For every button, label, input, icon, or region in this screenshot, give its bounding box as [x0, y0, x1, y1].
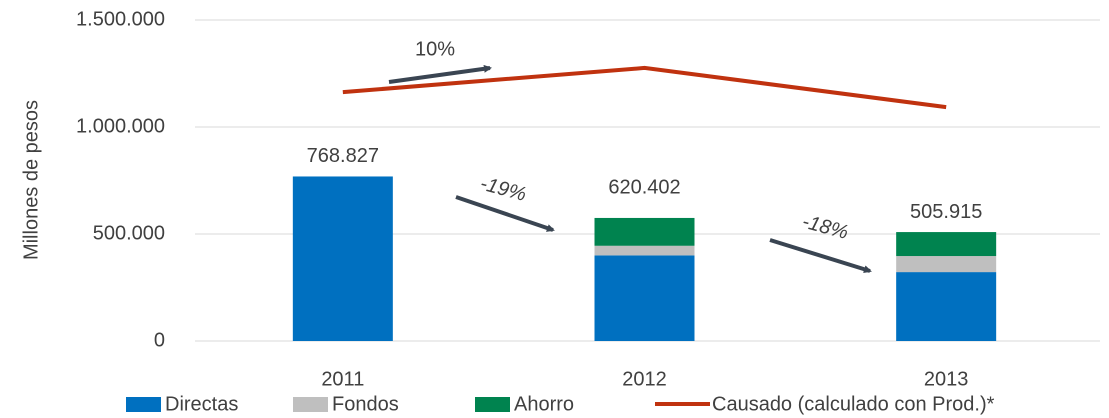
y-tick-label: 1.000.000	[76, 115, 165, 137]
legend-label: Directas	[165, 393, 238, 415]
bar-segment	[896, 272, 997, 341]
bar-segment	[594, 255, 695, 341]
bar-segment	[594, 245, 695, 256]
x-tick-label: 2012	[622, 368, 667, 390]
legend-label: Causado (calculado con Prod.)*	[712, 393, 995, 415]
arrow	[455, 195, 555, 232]
y-tick-label: 1.500.000	[76, 8, 165, 30]
bar-segment	[594, 217, 695, 246]
legend-label: Ahorro	[514, 393, 574, 415]
annotation: 10%	[415, 38, 455, 60]
bar-segment	[896, 232, 997, 257]
y-tick-label: 0	[154, 329, 165, 351]
annotation: -18%	[800, 211, 851, 244]
arrow	[769, 238, 872, 274]
legend-label: Fondos	[332, 393, 399, 415]
total-label: 505.915	[910, 201, 982, 223]
x-tick-label: 2011	[321, 368, 364, 390]
annotation: -19%	[478, 173, 529, 206]
legend-swatch	[293, 397, 328, 412]
legend-swatch	[126, 397, 161, 412]
y-axis-label: Millones de pesos	[20, 100, 42, 260]
total-label: 620.402	[608, 177, 680, 199]
x-tick-label: 2013	[924, 368, 969, 390]
legend-swatch	[475, 397, 510, 412]
y-tick-label: 500.000	[93, 222, 165, 244]
line	[342, 65, 947, 110]
bar-segment	[292, 176, 393, 341]
total-label: 768.827	[307, 145, 379, 167]
arrow	[388, 64, 492, 84]
bar-segment	[896, 256, 997, 273]
